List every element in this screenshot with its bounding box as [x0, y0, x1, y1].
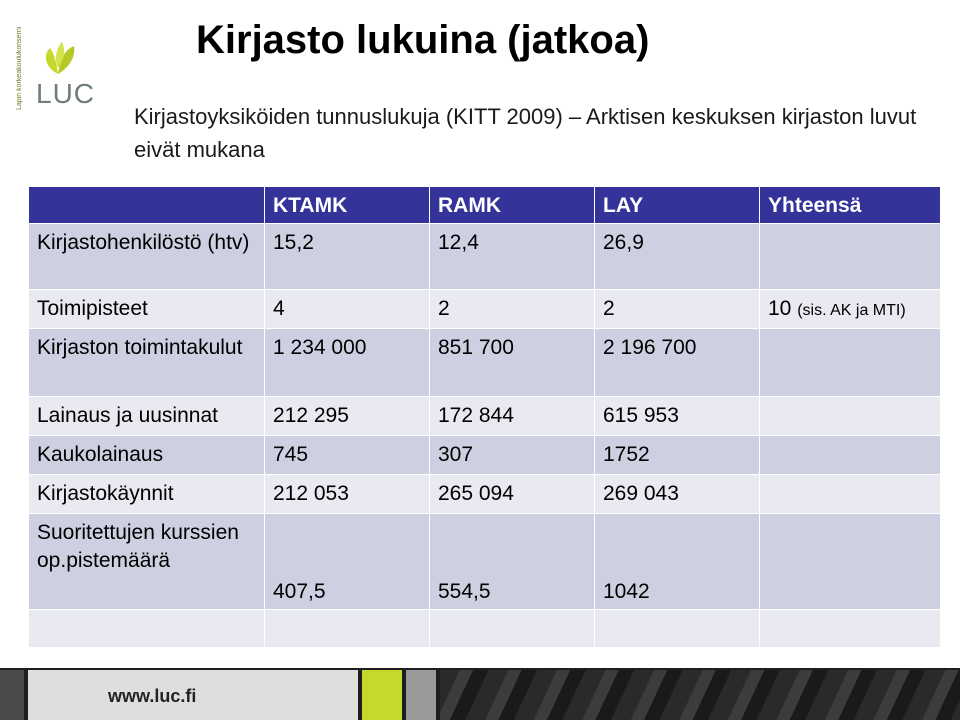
- row-label: Kaukolainaus: [28, 435, 265, 475]
- table-row: Lainaus ja uusinnat 212 295 172 844 615 …: [28, 396, 941, 436]
- table-row: Kirjastokäynnit 212 053 265 094 269 043: [28, 474, 941, 514]
- table-cell: 615 953: [594, 396, 760, 436]
- row-label: Kirjaston toimintakulut: [28, 328, 265, 397]
- total-value: 10: [768, 297, 792, 320]
- row-label: Kirjastohenkilöstö (htv): [28, 223, 265, 290]
- header-cell-ktamk: KTAMK: [264, 186, 430, 224]
- total-note: (sis. AK ja MTI): [797, 302, 906, 319]
- row-label: Lainaus ja uusinnat: [28, 396, 265, 436]
- footer-accent-green: [362, 670, 402, 720]
- table-cell: [264, 609, 430, 648]
- table-header-row: KTAMK RAMK LAY Yhteensä: [28, 186, 941, 224]
- table-cell: 407,5: [264, 513, 430, 610]
- header-cell-total: Yhteensä: [759, 186, 941, 224]
- footer-url-panel: www.luc.fi: [28, 670, 358, 720]
- row-label: Suoritettujen kurssien op.pistemäärä: [28, 513, 265, 610]
- table-cell: 554,5: [429, 513, 595, 610]
- table-cell: 15,2: [264, 223, 430, 290]
- table-cell: 1752: [594, 435, 760, 475]
- table-cell: 2: [594, 289, 760, 329]
- table-row: Kaukolainaus 745 307 1752: [28, 435, 941, 475]
- table-cell: 2: [429, 289, 595, 329]
- row-label: [28, 609, 265, 648]
- footer-bar: www.luc.fi: [0, 664, 960, 720]
- table-cell: [759, 396, 941, 436]
- header-cell-empty: [28, 186, 265, 224]
- footer-accent-gray: [406, 670, 436, 720]
- page-title: Kirjasto lukuina (jatkoa): [196, 18, 650, 62]
- statistics-table: KTAMK RAMK LAY Yhteensä Kirjastohenkilös…: [28, 186, 941, 648]
- table-cell-total: 10 (sis. AK ja MTI): [759, 289, 941, 329]
- row-label: Toimipisteet: [28, 289, 265, 329]
- table-cell: [759, 513, 941, 610]
- table-row: Kirjastohenkilöstö (htv) 15,2 12,4 26,9: [28, 223, 941, 290]
- table-cell: 212 053: [264, 474, 430, 514]
- table-cell: [429, 609, 595, 648]
- table-cell: [759, 328, 941, 397]
- footer-photo-strip: [440, 670, 960, 720]
- footer-divider: [0, 664, 960, 668]
- table-row: Suoritettujen kurssien op.pistemäärä 407…: [28, 513, 941, 610]
- logo-vertical-text: Lapin korkeakoulukonserni: [16, 26, 23, 110]
- table-row: Kirjaston toimintakulut 1 234 000 851 70…: [28, 328, 941, 397]
- table-cell: 12,4: [429, 223, 595, 290]
- table-cell: [759, 609, 941, 648]
- table-cell: [759, 474, 941, 514]
- page-subtitle: Kirjastoyksiköiden tunnuslukuja (KITT 20…: [134, 104, 917, 162]
- header-cell-lay: LAY: [594, 186, 760, 224]
- row-label: Kirjastokäynnit: [28, 474, 265, 514]
- table-cell: 745: [264, 435, 430, 475]
- table-cell: 851 700: [429, 328, 595, 397]
- footer-url-link[interactable]: www.luc.fi: [108, 686, 197, 706]
- table-cell: [759, 435, 941, 475]
- table-cell: 265 094: [429, 474, 595, 514]
- table-row: [28, 609, 941, 648]
- table-cell: [759, 223, 941, 290]
- footer-block: [0, 670, 24, 720]
- table-cell: 26,9: [594, 223, 760, 290]
- table-row: Toimipisteet 4 2 2 10 (sis. AK ja MTI): [28, 289, 941, 329]
- leaf-icon: [45, 42, 75, 74]
- table-cell: 172 844: [429, 396, 595, 436]
- logo-wordmark: LUC: [36, 78, 96, 109]
- table-cell: 307: [429, 435, 595, 475]
- table-cell: 1042: [594, 513, 760, 610]
- luc-logo: Lapin korkeakoulukonserni LUC: [16, 20, 96, 110]
- table-cell: 2 196 700: [594, 328, 760, 397]
- table-cell: 212 295: [264, 396, 430, 436]
- table-cell: [594, 609, 760, 648]
- table-cell: 1 234 000: [264, 328, 430, 397]
- header-cell-ramk: RAMK: [429, 186, 595, 224]
- table-cell: 4: [264, 289, 430, 329]
- table-cell: 269 043: [594, 474, 760, 514]
